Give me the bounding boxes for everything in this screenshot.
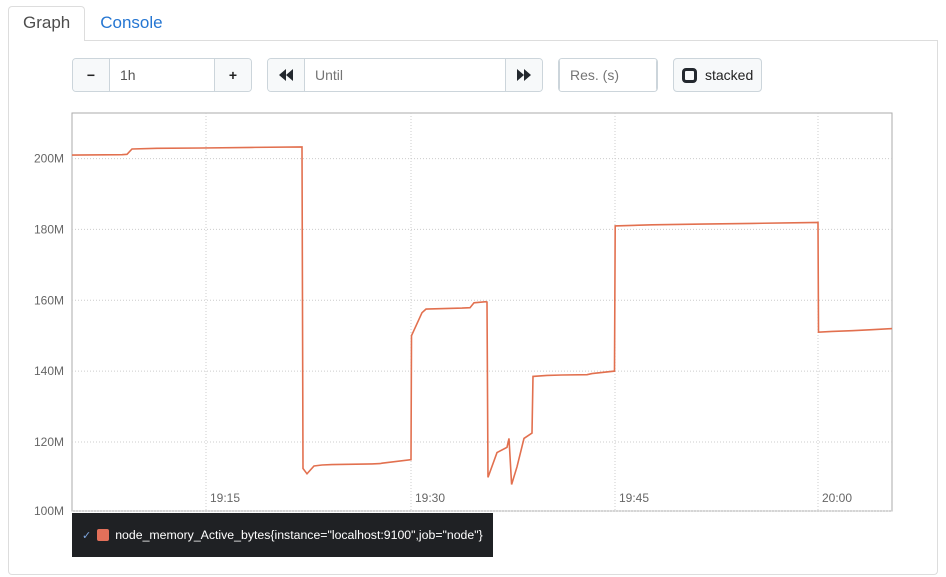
svg-text:100M: 100M bbox=[34, 504, 64, 518]
svg-text:19:15: 19:15 bbox=[210, 491, 240, 505]
svg-text:120M: 120M bbox=[34, 435, 64, 449]
svg-text:20:00: 20:00 bbox=[822, 491, 852, 505]
svg-text:19:45: 19:45 bbox=[619, 491, 649, 505]
svg-text:140M: 140M bbox=[34, 364, 64, 378]
svg-text:19:30: 19:30 bbox=[415, 491, 445, 505]
svg-text:180M: 180M bbox=[34, 222, 64, 236]
svg-text:160M: 160M bbox=[34, 293, 64, 307]
svg-text:200M: 200M bbox=[34, 152, 64, 166]
